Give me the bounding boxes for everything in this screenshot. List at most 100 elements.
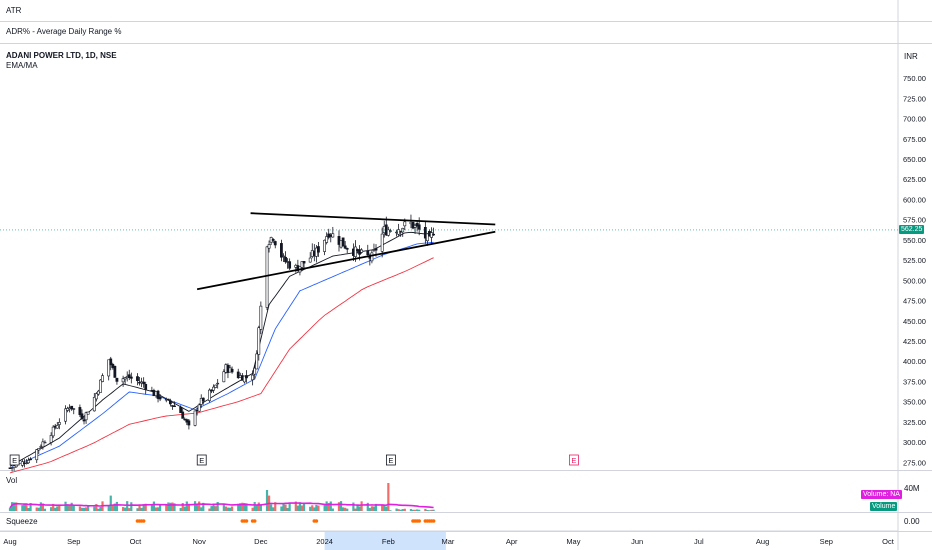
candle-body [43, 441, 47, 444]
candle-body [214, 384, 218, 388]
earnings-marker-label: E [199, 456, 204, 465]
volume-bar [210, 506, 213, 511]
volume-bar [337, 502, 341, 511]
candle-body [302, 261, 306, 264]
candle-body [325, 236, 329, 243]
candle-body [29, 458, 32, 461]
volume-bar [395, 508, 398, 511]
volume-bar [411, 509, 415, 511]
volume-bar [385, 506, 388, 511]
volume-bar [368, 508, 371, 511]
candle-body [403, 221, 407, 227]
y-tick-label: 425.00 [903, 337, 926, 346]
support-trendline [196, 230, 496, 291]
volume-bar [241, 502, 244, 511]
volume-bar [111, 505, 114, 511]
volume-bar [245, 503, 248, 511]
candle-body [181, 411, 185, 419]
volume-bar [243, 502, 246, 511]
candle-body [166, 398, 170, 401]
candle-body [187, 420, 191, 426]
x-tick-label: Sep [67, 537, 80, 546]
candle-body [243, 375, 246, 383]
candle-body [127, 374, 131, 379]
volume-bar [187, 503, 190, 511]
volume-bar [313, 507, 316, 511]
symbol-title[interactable]: ADANI POWER LTD, 1D, NSE [6, 51, 117, 60]
x-tick-label: Oct [882, 537, 895, 546]
candle-body [37, 448, 41, 451]
volume-bar [66, 504, 69, 511]
candle-body [257, 327, 261, 355]
volume-bar [142, 504, 145, 511]
candle-body [386, 229, 390, 236]
volume-bar [99, 506, 102, 511]
last-price-badge: 562.25 [899, 224, 925, 234]
volume-bar [381, 504, 384, 511]
squeeze-dot [417, 519, 421, 523]
volume-bar [64, 501, 67, 511]
volume-bar [344, 507, 347, 511]
volume-bar [121, 507, 125, 511]
volume-pane-label[interactable]: Vol [6, 476, 18, 485]
volume-bar [403, 508, 406, 511]
candle-body [288, 261, 292, 269]
volume-bar [124, 507, 127, 511]
candle-body [380, 233, 384, 252]
candle-body [51, 426, 55, 437]
squeeze-pane-label[interactable]: Squeeze [6, 517, 38, 526]
volume-bar [29, 503, 32, 511]
ema-fast-line [9, 231, 434, 467]
volume-bar [84, 507, 88, 511]
ema-indicator-label[interactable]: EMA/MA [6, 61, 38, 70]
volume-bar [327, 503, 330, 511]
y-tick-label: 500.00 [903, 276, 926, 285]
volume-bar [270, 504, 273, 511]
volume-bar [25, 503, 28, 511]
volume-bar [214, 506, 217, 511]
candle-body [84, 412, 88, 421]
volume-bar [383, 504, 386, 511]
candle-body [308, 257, 312, 263]
y-tick-label: 700.00 [903, 115, 926, 124]
x-tick-label: Aug [756, 537, 769, 546]
atr-pane-label[interactable]: ATR [6, 6, 22, 15]
candle-body [251, 374, 255, 381]
volume-bar [300, 505, 304, 511]
volume-bar [311, 505, 314, 511]
volume-bar [331, 508, 334, 511]
candle-body [212, 386, 215, 391]
candle-body [208, 389, 211, 401]
volume-bar [253, 502, 256, 511]
adr-pane-label[interactable]: ADR% - Average Daily Range % [6, 27, 122, 36]
candle-body [323, 239, 326, 252]
volume-bar [128, 508, 131, 511]
candle-body [121, 378, 125, 383]
x-tick-label: Aug [3, 537, 16, 546]
x-tick-label: Jun [631, 537, 643, 546]
squeeze-dot [252, 519, 257, 523]
candle-body [136, 376, 139, 382]
x-tick-label: Sep [820, 537, 833, 546]
x-tick-label: Nov [192, 537, 206, 546]
candle-body [370, 252, 374, 262]
volume-bar [339, 501, 343, 511]
volume-bar [265, 490, 269, 511]
volume-bar [428, 510, 431, 511]
squeeze-tick-label: 0.00 [904, 517, 920, 526]
candle-body [156, 390, 160, 399]
volume-bar [356, 505, 359, 511]
volume-bar [317, 505, 320, 511]
candle-body [255, 353, 259, 370]
volume-bar [179, 507, 182, 511]
candle-body [57, 422, 61, 425]
candle-body [173, 405, 176, 408]
volume-bar [167, 502, 170, 511]
volume-bar [23, 504, 26, 511]
candle-body [70, 405, 74, 410]
volume-bar [93, 506, 96, 511]
candle-body [345, 248, 349, 250]
candle-body [92, 397, 96, 412]
volume-bar [286, 507, 289, 511]
